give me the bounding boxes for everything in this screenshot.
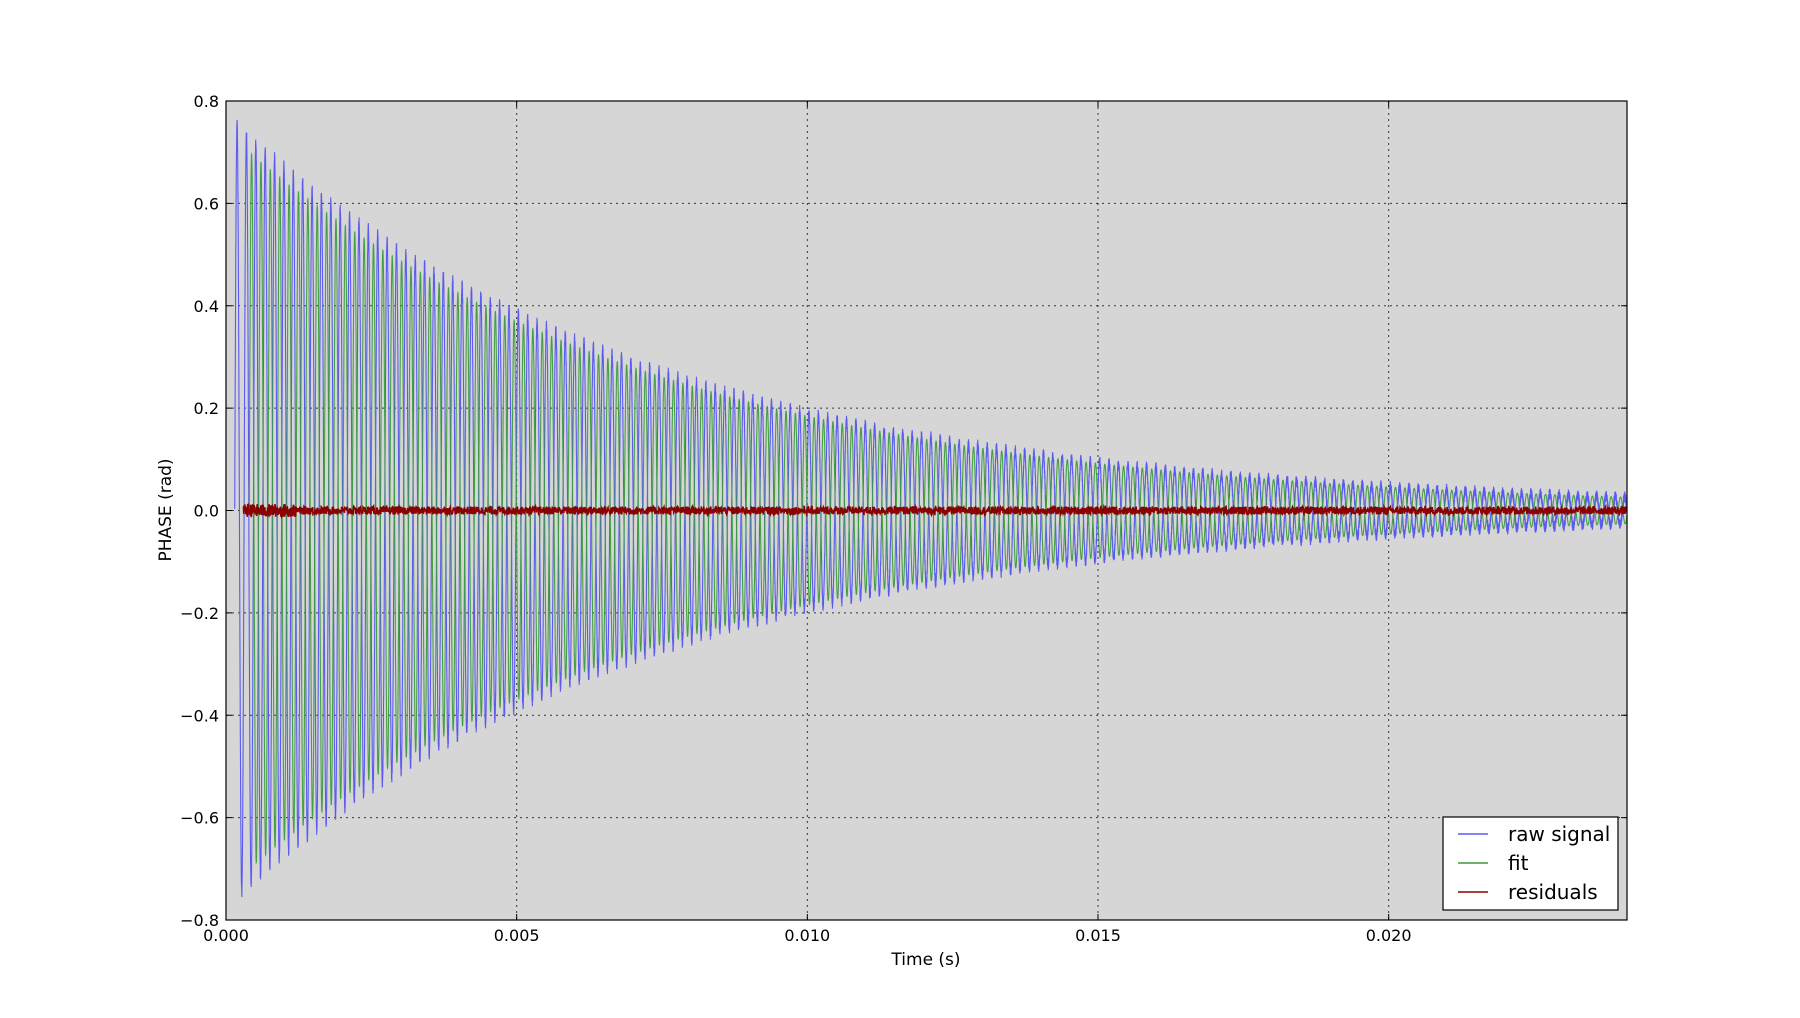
series-fit-line — [248, 152, 1627, 864]
y-tick-label: −0.8 — [180, 911, 219, 930]
x-tick-label: 0.020 — [1366, 926, 1412, 945]
plot-frame — [225, 100, 1628, 921]
x-axis-ticks: 0.000 0.005 0.010 0.015 0.020 — [203, 101, 1412, 945]
y-tick-label: −0.4 — [180, 706, 219, 725]
series-residuals-line — [242, 502, 1627, 520]
x-tick-label: 0.000 — [203, 926, 249, 945]
legend-label-raw-signal: raw signal — [1508, 822, 1610, 846]
y-tick-label: 0.4 — [194, 297, 219, 316]
x-tick-label: 0.005 — [494, 926, 540, 945]
series-raw-signal-line — [234, 119, 1627, 898]
y-tick-label: 0.2 — [194, 399, 219, 418]
y-tick-label: 0.8 — [194, 92, 219, 111]
x-tick-label: 0.015 — [1075, 926, 1121, 945]
x-axis-title: Time (s) — [890, 950, 960, 970]
legend-label-fit: fit — [1508, 851, 1529, 875]
legend-label-residuals: residuals — [1508, 880, 1598, 904]
y-tick-label: 0.6 — [194, 194, 219, 213]
x-tick-label: 0.010 — [784, 926, 830, 945]
y-tick-label: −0.6 — [180, 809, 219, 828]
y-axis-title: PHASE (rad) — [156, 458, 176, 561]
y-tick-label: −0.2 — [180, 604, 219, 623]
legend: raw signal fit residuals — [1442, 816, 1619, 911]
series-layer — [234, 119, 1627, 898]
y-tick-label: 0.0 — [194, 502, 219, 521]
